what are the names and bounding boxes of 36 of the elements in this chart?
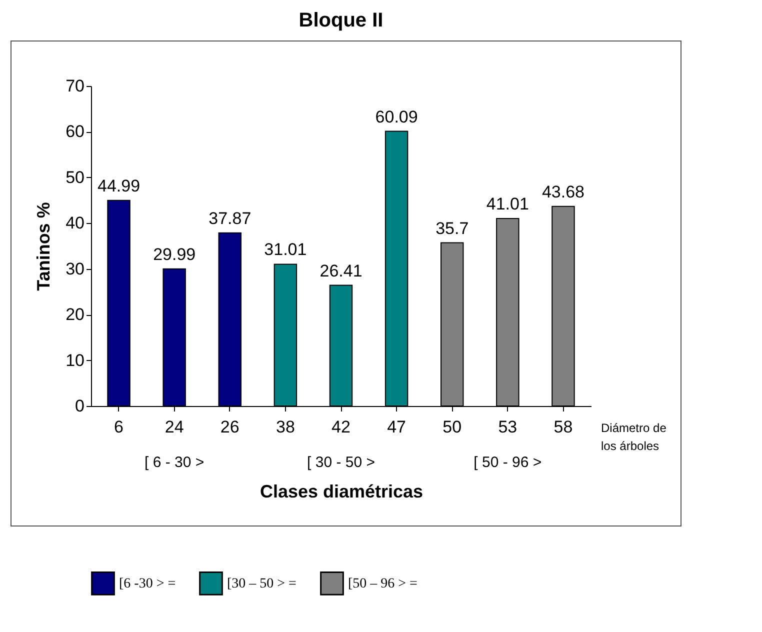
- data-label: 44.99: [98, 176, 140, 196]
- y-tick-label: 60: [66, 122, 84, 142]
- y-tick-label: 0: [75, 396, 84, 416]
- x-axis-title: Clases diamétricas: [260, 482, 424, 502]
- x-tick-label: 50: [442, 418, 462, 436]
- x-tick-label: 53: [498, 418, 518, 436]
- legend-label: [6 -30 > =: [119, 576, 176, 592]
- y-axis-title: Taninos %: [34, 202, 54, 291]
- y-tick-label: 50: [66, 168, 84, 187]
- x-tick-label: 42: [332, 418, 350, 436]
- x-tick-label: 26: [220, 418, 240, 436]
- text: [ 50 - 96 >: [474, 454, 542, 471]
- y-tick-label: 40: [66, 214, 84, 233]
- text: [ 6 - 30 >: [144, 454, 204, 471]
- x-tick-label: 24: [164, 418, 184, 436]
- legend-label: [30 – 50 > =: [227, 576, 297, 592]
- y-tick-label: 30: [66, 259, 84, 278]
- x-tick-label: 47: [387, 418, 406, 436]
- y-tick-label: 20: [66, 305, 84, 324]
- data-label: 29.99: [153, 244, 196, 264]
- data-label: 35.7: [436, 218, 469, 238]
- y-tick-label: 10: [66, 350, 84, 370]
- data-label: 60.09: [375, 107, 418, 126]
- x-tick-label: 58: [554, 418, 573, 436]
- data-label: 41.01: [486, 194, 529, 214]
- text: Diámetro de los árboles: [601, 421, 667, 453]
- data-label: 37.87: [208, 208, 252, 228]
- legend-label: [50 – 96 > =: [348, 576, 418, 592]
- text: [ 30 - 50 >: [307, 454, 376, 471]
- x-tick-label: 6: [114, 418, 124, 436]
- x-tick-label: 38: [276, 418, 295, 436]
- data-label: 31.01: [264, 240, 307, 260]
- data-label: 43.68: [542, 182, 584, 202]
- chart-title: Bloque II: [298, 10, 384, 32]
- data-label: 26.41: [320, 261, 362, 280]
- y-tick-label: 70: [66, 76, 84, 96]
